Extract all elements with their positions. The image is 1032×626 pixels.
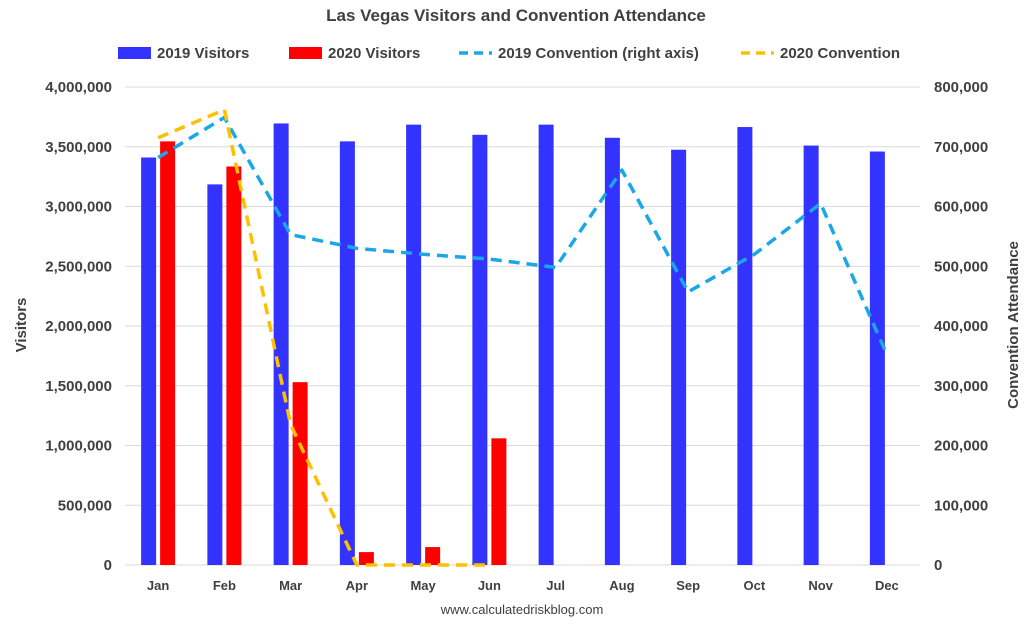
bar-2019-visitors [207, 184, 223, 565]
bar-2019-visitors [803, 145, 819, 565]
x-tick-label: Feb [213, 578, 236, 593]
x-tick-label: Dec [875, 578, 899, 593]
x-axis-ticks: Jan Feb Mar Apr May Jun Jul Aug Sep Oct Nov Dec [147, 578, 899, 593]
x-tick-label: Nov [808, 578, 833, 593]
legend-label: 2020 Convention [780, 45, 900, 62]
x-tick-label: Jun [478, 578, 501, 593]
bar-2019-visitors [406, 124, 422, 565]
line-2020-convention [157, 107, 490, 567]
bar-2019-visitors [538, 124, 554, 565]
source-credit: www.calculatedriskblog.com [440, 602, 604, 617]
x-tick-label: Sep [676, 578, 700, 593]
bar-2019-visitors [869, 151, 885, 565]
y2-tick-label: 500,000 [934, 258, 988, 275]
x-tick-label: Aug [609, 578, 634, 593]
x-tick-label: Apr [346, 578, 368, 593]
y2-tick-label: 800,000 [934, 79, 988, 96]
bar-2019-visitors [472, 134, 488, 566]
chart-title: Las Vegas Visitors and Convention Attend… [326, 6, 706, 25]
y-tick-label: 2,500,000 [45, 258, 112, 275]
y-tick-label: 2,000,000 [45, 318, 112, 335]
bar-2020-visitors [226, 166, 242, 565]
x-tick-label: Jan [147, 578, 169, 593]
legend-label: 2020 Visitors [328, 45, 420, 62]
bar-2019-visitors [141, 157, 157, 565]
lines [157, 107, 889, 567]
gridlines [125, 86, 920, 566]
y-tick-label: 4,000,000 [45, 79, 112, 96]
y-tick-label: 500,000 [58, 497, 112, 514]
y-tick-label: 0 [104, 557, 112, 574]
legend-swatch [289, 47, 322, 59]
y2-tick-label: 700,000 [934, 139, 988, 156]
y2-tick-label: 0 [934, 557, 942, 574]
y2-tick-label: 600,000 [934, 199, 988, 216]
right-axis-ticks: 0 100,000 200,000 300,000 400,000 500,000 600,… [934, 79, 988, 574]
x-tick-label: Mar [279, 578, 302, 593]
y-axis-title: Visitors [13, 298, 30, 353]
bar-2019-visitors [339, 141, 355, 565]
y-tick-label: 1,000,000 [45, 438, 112, 455]
legend: 2019 Visitors 2020 Visitors 2019 Conventio… [118, 45, 900, 62]
left-axis-ticks: 0 500,000 1,000,000 1,500,000 2,000,000 2,500… [45, 79, 112, 574]
y2-tick-label: 300,000 [934, 378, 988, 395]
bar-2019-visitors [737, 127, 753, 565]
bar-2019-visitors [604, 137, 620, 565]
y2-tick-label: 100,000 [934, 497, 988, 514]
y-tick-label: 1,500,000 [45, 378, 112, 395]
y2-tick-label: 400,000 [934, 318, 988, 335]
bar-2019-visitors [671, 149, 687, 566]
legend-label: 2019 Convention (right axis) [498, 45, 699, 62]
bars [141, 123, 885, 566]
y-tick-label: 3,000,000 [45, 199, 112, 216]
bar-2020-visitors [425, 547, 441, 565]
y2-tick-label: 200,000 [934, 438, 988, 455]
bar-2019-visitors [273, 123, 289, 565]
legend-swatch [118, 47, 151, 59]
bar-2020-visitors [491, 438, 507, 565]
legend-label: 2019 Visitors [157, 45, 249, 62]
bar-2020-visitors [358, 552, 374, 565]
line-2019-convention-right-axis [157, 115, 889, 356]
x-tick-label: May [410, 578, 436, 593]
bar-2020-visitors [292, 382, 308, 565]
y2-axis-title: Convention Attendance [1005, 241, 1022, 409]
x-tick-label: Jul [546, 578, 565, 593]
y-tick-label: 3,500,000 [45, 139, 112, 156]
x-tick-label: Oct [744, 578, 766, 593]
bar-2020-visitors [160, 141, 176, 565]
